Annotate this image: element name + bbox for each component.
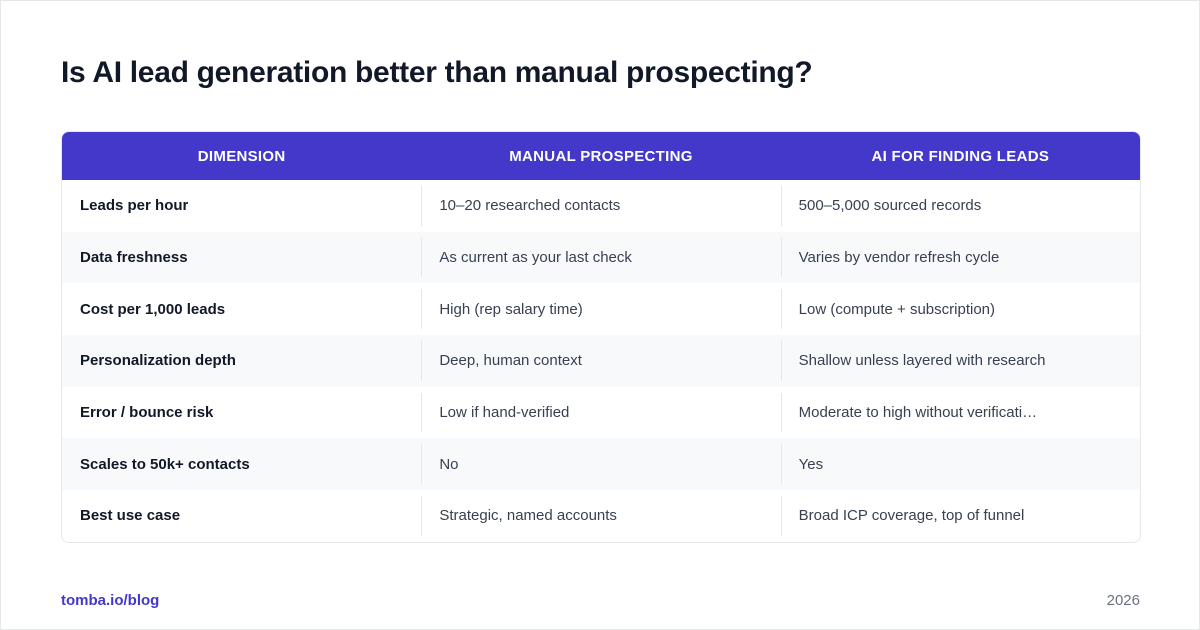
ai-cell: Low (compute + subscription) bbox=[780, 283, 1140, 335]
blog-link[interactable]: tomba.io/blog bbox=[61, 592, 160, 609]
manual-cell: 10–20 researched contacts bbox=[421, 180, 780, 232]
manual-cell: Strategic, named accounts bbox=[421, 490, 780, 542]
table-header: DIMENSION MANUAL PROSPECTING AI FOR FIND… bbox=[62, 132, 1140, 180]
ai-cell: Shallow unless layered with research bbox=[780, 335, 1140, 387]
ai-cell: Broad ICP coverage, top of funnel bbox=[780, 490, 1140, 542]
dimension-cell: Scales to 50k+ contacts bbox=[80, 455, 250, 473]
dimension-cell: Data freshness bbox=[80, 249, 188, 267]
ai-cell: Varies by vendor refresh cycle bbox=[780, 232, 1140, 284]
table-row: Leads per hour 10–20 researched contacts… bbox=[62, 180, 1140, 232]
table-row: Cost per 1,000 leads High (rep salary ti… bbox=[62, 283, 1140, 336]
dimension-cell: Personalization depth bbox=[80, 352, 236, 370]
page-title: Is AI lead generation better than manual… bbox=[61, 56, 813, 89]
dimension-cell: Best use case bbox=[80, 507, 181, 525]
dimension-cell: Error / bounce risk bbox=[80, 404, 214, 422]
manual-cell: Low if hand-verified bbox=[421, 387, 780, 439]
year-label: 2026 bbox=[1106, 592, 1140, 609]
manual-cell: No bbox=[421, 438, 780, 490]
manual-cell: Deep, human context bbox=[421, 335, 780, 387]
ai-cell: 500–5,000 sourced records bbox=[780, 180, 1140, 232]
dimension-cell: Cost per 1,000 leads bbox=[80, 300, 226, 318]
table-row: Scales to 50k+ contacts No Yes bbox=[62, 438, 1140, 491]
header-ai-for-finding-leads: AI FOR FINDING LEADS bbox=[871, 147, 1050, 165]
table-row: Personalization depth Deep, human contex… bbox=[62, 335, 1140, 387]
ai-cell: Yes bbox=[780, 438, 1140, 490]
table-row: Error / bounce risk Low if hand-verified… bbox=[62, 386, 1140, 439]
comparison-table: DIMENSION MANUAL PROSPECTING AI FOR FIND… bbox=[61, 131, 1141, 543]
manual-cell: High (rep salary time) bbox=[421, 283, 780, 335]
table-row: Best use case Strategic, named accounts … bbox=[62, 490, 1140, 542]
header-manual-prospecting: MANUAL PROSPECTING bbox=[509, 147, 693, 165]
table-row: Data freshness As current as your last c… bbox=[62, 231, 1140, 284]
ai-cell: Moderate to high without verificati… bbox=[780, 387, 1140, 439]
header-dimension: DIMENSION bbox=[197, 147, 286, 165]
dimension-cell: Leads per hour bbox=[80, 197, 189, 215]
manual-cell: As current as your last check bbox=[421, 232, 780, 284]
